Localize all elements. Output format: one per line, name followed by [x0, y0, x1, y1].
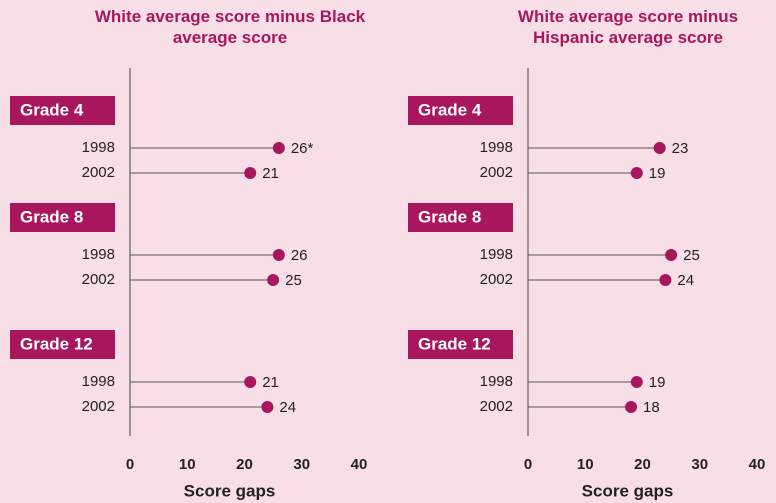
group-header-box — [10, 330, 115, 359]
group-header: Grade 8 — [418, 207, 481, 226]
dot — [244, 376, 257, 388]
row-label: 2002 — [82, 271, 115, 288]
value-label: 23 — [672, 140, 689, 157]
dot — [261, 401, 274, 413]
value-label: 26* — [291, 140, 314, 157]
row-label: 2002 — [480, 164, 513, 181]
value-label: 25 — [683, 247, 700, 264]
row-label: 2002 — [480, 271, 513, 288]
row-label: 1998 — [480, 246, 513, 263]
x-tick-label: 30 — [293, 456, 310, 473]
row-label: 1998 — [82, 373, 115, 390]
value-label: 19 — [649, 165, 666, 182]
x-tick-label: 40 — [351, 456, 368, 473]
x-tick-label: 20 — [236, 456, 253, 473]
group-header-box — [408, 203, 513, 232]
value-label: 21 — [262, 374, 279, 391]
value-label: 21 — [262, 165, 279, 182]
row-label: 2002 — [480, 398, 513, 415]
dot — [272, 249, 285, 261]
x-tick-label: 40 — [749, 456, 766, 473]
group-header: Grade 4 — [20, 100, 84, 119]
dot — [653, 142, 666, 154]
x-tick-label: 0 — [524, 456, 532, 473]
row-label: 1998 — [82, 246, 115, 263]
x-tick-label: 0 — [126, 456, 134, 473]
x-axis-label: Score gaps — [582, 481, 674, 500]
dot — [272, 142, 285, 154]
row-label: 1998 — [82, 139, 115, 156]
row-label: 1998 — [480, 373, 513, 390]
value-label: 24 — [279, 399, 296, 416]
row-label: 1998 — [480, 139, 513, 156]
row-label: 2002 — [82, 398, 115, 415]
chart-title: White average score minus Hispanic avera… — [517, 7, 739, 47]
value-label: 18 — [643, 399, 660, 416]
dot — [659, 274, 672, 286]
dot — [244, 167, 257, 179]
value-label: 19 — [649, 374, 666, 391]
value-label: 25 — [285, 272, 302, 289]
x-tick-label: 30 — [691, 456, 708, 473]
group-header-box — [408, 96, 513, 125]
x-tick-label: 10 — [577, 456, 594, 473]
group-header-box — [408, 330, 513, 359]
dot — [665, 249, 678, 261]
group-header-box — [10, 203, 115, 232]
group-header: Grade 4 — [418, 100, 482, 119]
chart-title: White average score minus Black average … — [94, 7, 366, 47]
group-header: Grade 12 — [418, 334, 491, 353]
x-axis-label: Score gaps — [184, 481, 276, 500]
x-tick-label: 10 — [179, 456, 196, 473]
x-tick-label: 20 — [634, 456, 651, 473]
dot — [630, 167, 643, 179]
group-header: Grade 12 — [20, 334, 93, 353]
value-label: 24 — [677, 272, 694, 289]
dot — [625, 401, 638, 413]
dot — [267, 274, 280, 286]
group-header: Grade 8 — [20, 207, 83, 226]
group-header-box — [10, 96, 115, 125]
dot — [630, 376, 643, 388]
row-label: 2002 — [82, 164, 115, 181]
value-label: 26 — [291, 247, 308, 264]
